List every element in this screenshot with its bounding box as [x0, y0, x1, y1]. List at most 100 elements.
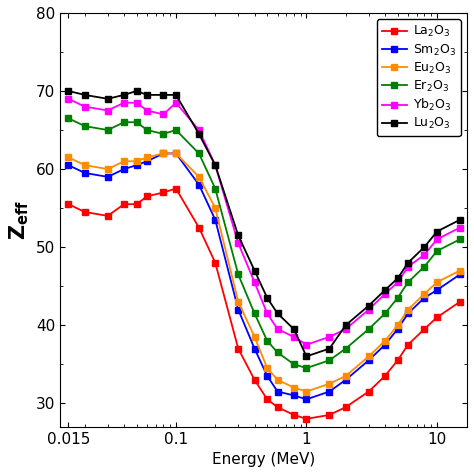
Eu$_2$O$_3$: [65, 155, 71, 160]
Lu$_2$O$_3$: [196, 131, 202, 137]
X-axis label: Energy (MeV): Energy (MeV): [212, 452, 315, 467]
Lu$_2$O$_3$: [327, 346, 332, 351]
Sm$_2$O$_3$: [65, 162, 71, 168]
Yb$_2$O$_3$: [343, 326, 348, 332]
La$_2$O$_3$: [343, 404, 348, 410]
Sm$_2$O$_3$: [291, 392, 297, 398]
La$_2$O$_3$: [274, 404, 280, 410]
La$_2$O$_3$: [236, 346, 241, 351]
Yb$_2$O$_3$: [274, 326, 280, 332]
Sm$_2$O$_3$: [252, 346, 257, 351]
Lu$_2$O$_3$: [236, 233, 241, 238]
Eu$_2$O$_3$: [405, 307, 411, 312]
Er$_2$O$_3$: [65, 116, 71, 121]
Sm$_2$O$_3$: [457, 272, 463, 277]
Y-axis label: $\mathbf{Z_{eff}}$: $\mathbf{Z_{eff}}$: [7, 200, 30, 240]
La$_2$O$_3$: [457, 299, 463, 305]
Sm$_2$O$_3$: [212, 217, 218, 223]
Er$_2$O$_3$: [421, 264, 427, 270]
La$_2$O$_3$: [405, 342, 411, 347]
Eu$_2$O$_3$: [304, 389, 310, 394]
Yb$_2$O$_3$: [121, 100, 127, 106]
Eu$_2$O$_3$: [121, 158, 127, 164]
Er$_2$O$_3$: [252, 310, 257, 316]
Yb$_2$O$_3$: [82, 104, 88, 109]
Lu$_2$O$_3$: [434, 228, 440, 234]
Yb$_2$O$_3$: [457, 225, 463, 230]
Lu$_2$O$_3$: [134, 88, 139, 94]
Sm$_2$O$_3$: [196, 182, 202, 188]
Er$_2$O$_3$: [236, 272, 241, 277]
Yb$_2$O$_3$: [252, 279, 257, 285]
Eu$_2$O$_3$: [366, 354, 372, 359]
La$_2$O$_3$: [304, 416, 310, 422]
Eu$_2$O$_3$: [134, 158, 139, 164]
Sm$_2$O$_3$: [366, 357, 372, 363]
Yb$_2$O$_3$: [161, 111, 166, 117]
Yb$_2$O$_3$: [212, 162, 218, 168]
Yb$_2$O$_3$: [264, 310, 270, 316]
La$_2$O$_3$: [382, 373, 388, 379]
Sm$_2$O$_3$: [264, 373, 270, 379]
La$_2$O$_3$: [134, 201, 139, 207]
Yb$_2$O$_3$: [434, 237, 440, 242]
Lu$_2$O$_3$: [105, 96, 110, 101]
Er$_2$O$_3$: [105, 127, 110, 133]
Er$_2$O$_3$: [382, 310, 388, 316]
Line: Yb$_2$O$_3$: Yb$_2$O$_3$: [66, 96, 463, 347]
Er$_2$O$_3$: [134, 119, 139, 125]
Er$_2$O$_3$: [343, 346, 348, 351]
Sm$_2$O$_3$: [82, 170, 88, 176]
Yb$_2$O$_3$: [291, 334, 297, 340]
Eu$_2$O$_3$: [457, 268, 463, 273]
Er$_2$O$_3$: [82, 123, 88, 129]
Eu$_2$O$_3$: [252, 334, 257, 340]
Eu$_2$O$_3$: [395, 322, 401, 328]
Sm$_2$O$_3$: [134, 162, 139, 168]
La$_2$O$_3$: [291, 412, 297, 418]
Lu$_2$O$_3$: [421, 244, 427, 250]
La$_2$O$_3$: [327, 412, 332, 418]
Yb$_2$O$_3$: [134, 100, 139, 106]
Eu$_2$O$_3$: [82, 162, 88, 168]
Lu$_2$O$_3$: [161, 92, 166, 98]
Yb$_2$O$_3$: [382, 291, 388, 297]
Er$_2$O$_3$: [304, 365, 310, 371]
Line: Eu$_2$O$_3$: Eu$_2$O$_3$: [66, 151, 463, 394]
Er$_2$O$_3$: [327, 357, 332, 363]
Eu$_2$O$_3$: [161, 151, 166, 156]
Er$_2$O$_3$: [121, 119, 127, 125]
Yb$_2$O$_3$: [405, 264, 411, 270]
La$_2$O$_3$: [421, 326, 427, 332]
Er$_2$O$_3$: [173, 127, 179, 133]
La$_2$O$_3$: [395, 357, 401, 363]
Lu$_2$O$_3$: [264, 295, 270, 301]
La$_2$O$_3$: [65, 201, 71, 207]
Lu$_2$O$_3$: [82, 92, 88, 98]
Sm$_2$O$_3$: [236, 307, 241, 312]
Eu$_2$O$_3$: [236, 299, 241, 305]
Er$_2$O$_3$: [196, 151, 202, 156]
Lu$_2$O$_3$: [405, 260, 411, 265]
La$_2$O$_3$: [366, 389, 372, 394]
Sm$_2$O$_3$: [382, 342, 388, 347]
Yb$_2$O$_3$: [196, 127, 202, 133]
Eu$_2$O$_3$: [291, 385, 297, 391]
Lu$_2$O$_3$: [121, 92, 127, 98]
Er$_2$O$_3$: [434, 248, 440, 254]
Er$_2$O$_3$: [291, 361, 297, 367]
Er$_2$O$_3$: [457, 237, 463, 242]
Lu$_2$O$_3$: [65, 88, 71, 94]
Lu$_2$O$_3$: [274, 310, 280, 316]
Line: La$_2$O$_3$: La$_2$O$_3$: [66, 186, 463, 421]
La$_2$O$_3$: [212, 260, 218, 265]
Sm$_2$O$_3$: [173, 151, 179, 156]
Eu$_2$O$_3$: [264, 365, 270, 371]
Lu$_2$O$_3$: [366, 303, 372, 309]
Eu$_2$O$_3$: [421, 291, 427, 297]
Yb$_2$O$_3$: [304, 342, 310, 347]
Sm$_2$O$_3$: [405, 310, 411, 316]
La$_2$O$_3$: [434, 315, 440, 320]
Er$_2$O$_3$: [395, 295, 401, 301]
Sm$_2$O$_3$: [144, 158, 150, 164]
